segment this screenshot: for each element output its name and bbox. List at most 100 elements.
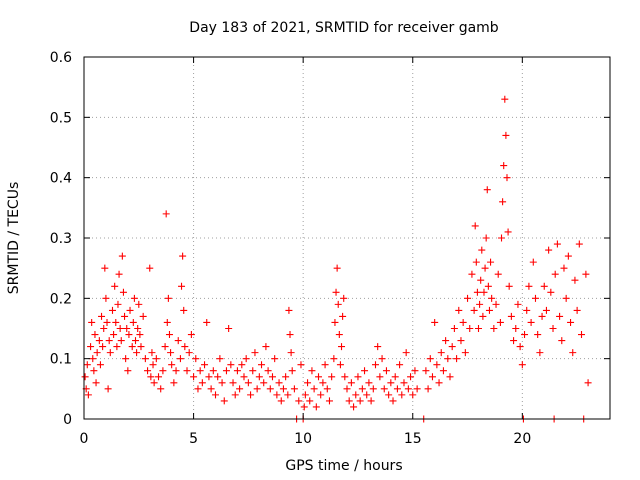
data-point [284,391,292,399]
data-point [196,367,204,375]
data-point [212,391,219,399]
data-point [203,318,211,326]
y-tick-label: 0.6 [50,50,72,66]
data-point [253,385,261,393]
x-tick-label: 15 [404,431,422,447]
x-axis-label: GPS time / hours [285,458,402,474]
chart-title: Day 183 of 2021, SRMTID for receiver gam… [189,20,499,36]
data-point [482,234,490,242]
data-point [428,373,436,381]
data-point [385,391,393,399]
data-point [549,325,557,332]
data-point [258,361,266,369]
y-axis-label: SRMTID / TECUs [6,182,22,295]
data-point [380,385,388,393]
data-point [236,385,244,393]
data-point [529,258,537,266]
data-point [180,306,188,314]
data-point [518,361,526,369]
plot-frame [83,56,611,420]
data-point [315,373,323,381]
data-point [542,306,550,314]
data-point [409,391,417,399]
data-point [352,391,360,399]
data-point [371,361,379,369]
data-point [122,355,130,363]
data-point [121,312,129,320]
data-point [146,264,154,272]
data-point [240,373,248,381]
data-point [534,331,542,339]
data-point [251,349,259,357]
data-point [350,403,358,411]
data-point [288,367,296,375]
data-point [426,355,434,363]
grid [84,57,610,419]
data-point [325,397,333,405]
data-point [249,367,257,375]
data-point [507,312,515,320]
data-point [161,343,169,351]
data-point [512,325,520,332]
data-point [167,349,175,357]
data-point [345,397,353,405]
data-point [340,294,348,302]
data-point [194,385,202,393]
data-point [225,325,233,332]
data-point [356,397,364,405]
data-point [117,337,125,345]
data-point [308,367,316,375]
data-point [569,349,577,357]
data-point [264,367,272,375]
data-point [132,337,140,345]
data-point [459,318,467,326]
data-point [376,373,384,381]
data-point [487,258,495,266]
data-point [501,95,509,103]
data-point [216,355,224,363]
data-point [330,355,338,363]
data-point [137,343,145,351]
data-point [531,294,539,302]
data-point [413,385,421,393]
data-point [130,294,138,302]
data-point [301,391,309,399]
data-point [123,325,131,332]
data-point [83,361,91,369]
data-point [147,373,155,381]
data-point [115,270,123,278]
data-point [367,397,375,405]
data-point [319,379,327,387]
data-point [183,367,191,375]
data-point [89,355,97,363]
data-point [192,355,200,363]
data-point [125,331,133,339]
data-point [480,288,488,296]
y-tick-label: 0.5 [50,110,72,126]
data-point [396,361,404,369]
data-point [407,373,415,381]
data-point [504,228,512,236]
data-point [98,312,106,320]
data-point [179,252,187,260]
data-point [485,306,493,314]
data-point [287,349,295,357]
data-point [99,343,107,351]
data-point [573,306,581,314]
x-tick-label: 10 [294,431,312,447]
data-point [343,385,351,393]
data-point [128,343,136,351]
data-point [84,391,92,399]
data-point [108,306,116,314]
y-tick-labels: 0 0.1 0.2 0.3 0.4 0.5 0.6 [50,50,72,428]
data-point [149,361,157,369]
data-point [470,306,478,314]
data-point [273,391,281,399]
data-point [422,367,430,375]
data-point [312,403,320,411]
data-point [514,300,522,308]
data-point [547,288,555,296]
data-point [523,306,531,314]
x-tick-label: 5 [189,431,198,447]
